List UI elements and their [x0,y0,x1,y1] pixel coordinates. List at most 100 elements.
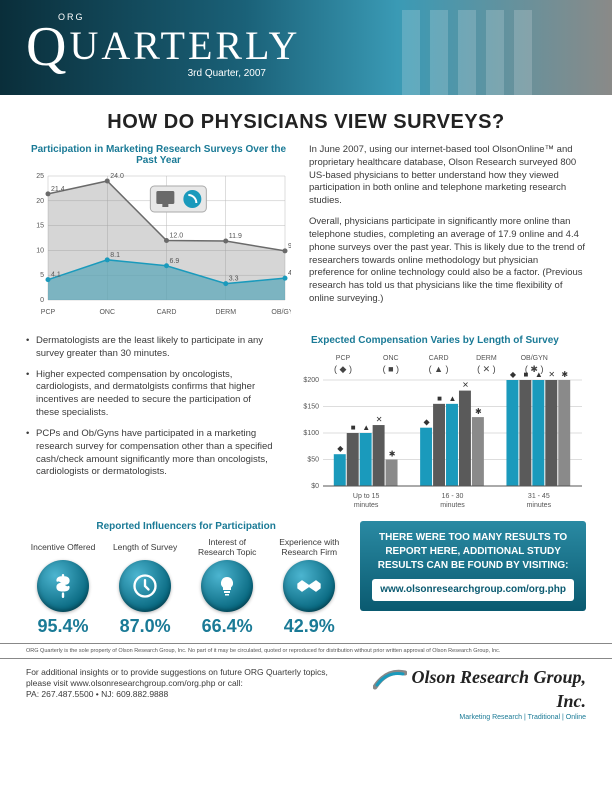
svg-text:✕: ✕ [376,415,383,424]
svg-text:DERM: DERM [215,309,236,316]
chart2-svg: PCP ( ◆ ) ONC ( ■ ) CARD ( ▲ ) DERM ( ✕ ) OB/GYN… [291,350,586,510]
footer-text-block: For additional insights or to provide su… [26,667,346,700]
svg-text:▲: ▲ [362,423,370,432]
influencer-item: Length of Survey 87.0% [108,536,182,637]
svg-text:◆: ◆ [424,418,431,427]
svg-text:CARD: CARD [429,355,449,362]
chart-compensation: Expected Compensation Varies by Length o… [291,335,586,513]
influencer-label: Length of Survey [108,536,182,558]
bullet-item: PCPs and Ob/Gyns have participated in a … [26,428,273,479]
influencer-pct: 42.9% [272,616,346,637]
svg-text:16 - 30: 16 - 30 [442,493,464,500]
svg-text:Up to 15: Up to 15 [353,493,380,500]
svg-text:( ◆ ): ( ◆ ) [334,364,352,374]
svg-text:✱: ✱ [389,450,396,459]
bullet-item: Higher expected compensation by oncologi… [26,369,273,420]
callout-link[interactable]: www.olsonresearchgroup.com/org.php [372,579,574,601]
svg-text:( ✕ ): ( ✕ ) [477,364,496,374]
bullet-item: Dermatologists are the least likely to p… [26,335,273,361]
influencer-item: Interest of Research Topic 66.4% [190,536,264,637]
svg-text:■: ■ [351,423,356,432]
svg-text:6.9: 6.9 [170,258,180,265]
svg-text:31 - 45: 31 - 45 [528,493,550,500]
svg-text:$50: $50 [307,457,319,464]
footer: For additional insights or to provide su… [0,659,612,721]
brand-name: Olson Research Group, Inc. [366,667,586,712]
intro-p2: Overall, physicians participate in signi… [309,216,586,306]
svg-text:8.1: 8.1 [110,252,120,259]
svg-text:CARD: CARD [157,309,177,316]
svg-text:12.0: 12.0 [170,232,184,239]
bullet-list: Dermatologists are the least likely to p… [26,335,273,513]
svg-text:PCP: PCP [41,309,56,316]
dollar-icon [37,560,89,612]
svg-text:◆: ◆ [510,370,517,379]
swoosh-icon [373,667,407,691]
chart1-title: Participation in Marketing Research Surv… [26,144,291,166]
handshake-icon [283,560,335,612]
intro-text: In June 2007, using our internet-based t… [309,144,586,323]
influencer-pct: 95.4% [26,616,100,637]
svg-text:✱: ✱ [475,407,482,416]
intro-p1: In June 2007, using our internet-based t… [309,144,586,208]
svg-text:9.9: 9.9 [288,243,291,250]
influencer-label: Interest of Research Topic [190,536,264,558]
influencer-label: Incentive Offered [26,536,100,558]
svg-text:PCP: PCP [336,355,351,362]
svg-text:minutes: minutes [440,502,465,509]
svg-text:minutes: minutes [527,502,552,509]
svg-text:■: ■ [437,394,442,403]
chart1-svg: 0510152025PCPONCCARDDERMOB/GYN21.424.012… [26,170,291,320]
svg-text:21.4: 21.4 [51,186,65,193]
svg-text:4.4: 4.4 [288,270,291,277]
bulb-icon [201,560,253,612]
svg-text:ONC: ONC [383,355,399,362]
svg-text:( ▲ ): ( ▲ ) [429,364,449,374]
page-title: HOW DO PHYSICIANS VIEW SURVEYS? [0,111,612,134]
header-banner: ORG QUARTERLY 3rd Quarter, 2007 [0,0,612,95]
svg-text:3.3: 3.3 [229,276,239,283]
svg-text:◆: ◆ [337,444,344,453]
svg-text:15: 15 [36,223,44,230]
footer-phones: PA: 267.487.5500 • NJ: 609.882.9888 [26,689,346,700]
svg-text:( ■ ): ( ■ ) [383,364,399,374]
svg-text:10: 10 [36,247,44,254]
svg-text:11.9: 11.9 [229,233,242,240]
svg-text:OB/GYN: OB/GYN [521,355,548,362]
svg-text:■: ■ [523,370,528,379]
influencer-pct: 66.4% [190,616,264,637]
row-bullets-chart2: Dermatologists are the least likely to p… [0,335,612,513]
influencer-items: Incentive Offered 95.4%Length of Survey … [26,536,346,637]
svg-text:$150: $150 [303,404,319,411]
svg-text:$200: $200 [303,377,319,384]
influencers-section: Reported Influencers for Participation I… [0,521,612,637]
influencer-item: Experience with Research Firm 42.9% [272,536,346,637]
chart-participation: Participation in Marketing Research Surv… [26,144,291,323]
svg-text:ONC: ONC [99,309,115,316]
svg-text:$100: $100 [303,430,319,437]
influencer-pct: 87.0% [108,616,182,637]
influencers-title: Reported Influencers for Participation [26,521,346,532]
influencers-left: Reported Influencers for Participation I… [26,521,346,637]
svg-text:4.1: 4.1 [51,272,61,279]
svg-text:▲: ▲ [535,370,543,379]
svg-text:$0: $0 [311,483,319,490]
footer-logo: Olson Research Group, Inc. Marketing Res… [366,667,586,721]
svg-text:▲: ▲ [449,394,457,403]
chart2-title: Expected Compensation Varies by Length o… [311,335,586,346]
influencer-label: Experience with Research Firm [272,536,346,558]
fineprint: ORG Quarterly is the sole property of Ol… [0,643,612,659]
callout-box: THERE WERE TOO MANY RESULTS TO REPORT HE… [360,521,586,611]
svg-text:DERM: DERM [476,355,497,362]
svg-text:0: 0 [40,297,44,304]
row-chart-intro: Participation in Marketing Research Surv… [0,144,612,323]
pillars-decor [392,0,592,95]
footer-text: For additional insights or to provide su… [26,667,346,689]
svg-text:5: 5 [40,272,44,279]
svg-text:24.0: 24.0 [110,173,124,180]
callout-text: THERE WERE TOO MANY RESULTS TO REPORT HE… [372,531,574,573]
svg-text:minutes: minutes [354,502,379,509]
svg-text:OB/GYN: OB/GYN [271,309,291,316]
clock-icon [119,560,171,612]
influencer-item: Incentive Offered 95.4% [26,536,100,637]
